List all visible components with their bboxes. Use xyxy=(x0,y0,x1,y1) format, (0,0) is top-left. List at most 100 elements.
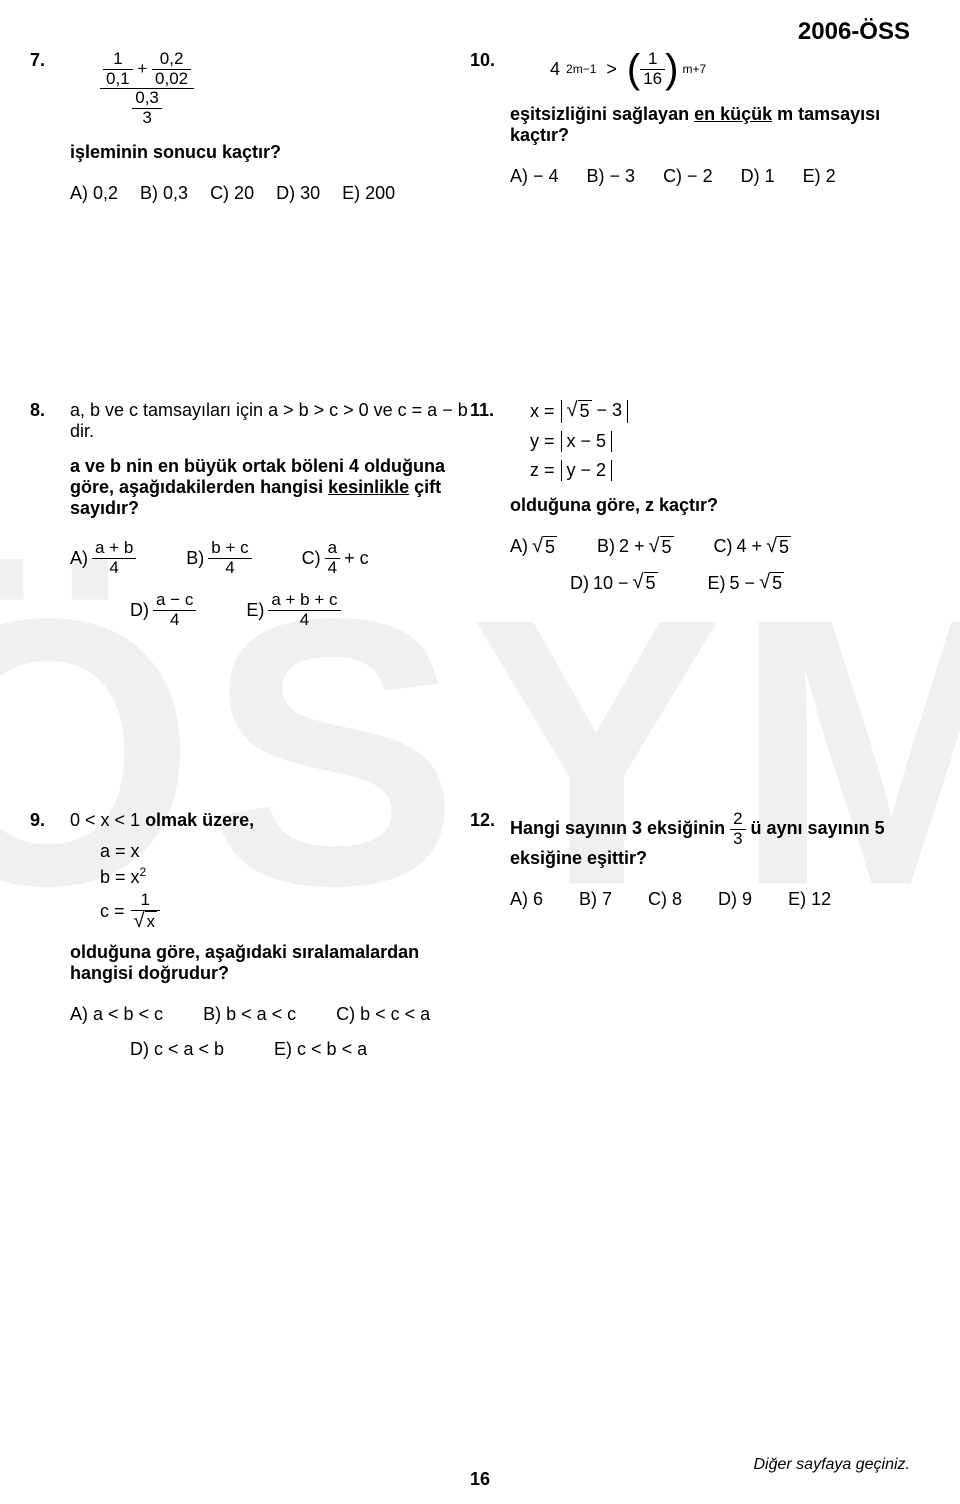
pre: 2 + xyxy=(619,536,645,557)
sqrt: 5 xyxy=(770,572,784,595)
q12-choice-a: A) 6 xyxy=(510,889,543,910)
q8-cond1: a > b > c > 0 xyxy=(268,400,369,420)
q8-choice-c: C) a4 + c xyxy=(302,539,369,577)
q7-den2: 0,02 xyxy=(152,70,191,89)
q11-eq1-lhs: x = xyxy=(530,401,555,422)
q10-base: 4 xyxy=(550,59,560,80)
question-9: 9. 0 < x < 1 olmak üzere, a = x b = x2 c… xyxy=(70,810,470,1060)
q11-choice-e: E) 5 − √5 xyxy=(708,572,785,595)
num: 2 xyxy=(730,810,745,830)
label: E) xyxy=(708,573,726,594)
q10-gt: > xyxy=(606,59,617,80)
q8-tail: dir. xyxy=(70,421,94,441)
q8-choice-b: B) b + c4 xyxy=(186,539,251,577)
q11-text: olduğuna göre, z kaçtır? xyxy=(510,495,910,516)
q7-choice-c: C) 20 xyxy=(210,183,254,204)
q9-text2: olduğuna göre, aşağıdaki sıralamalardan … xyxy=(70,942,470,984)
q7-den-num: 0,3 xyxy=(132,89,162,109)
question-number: 8. xyxy=(30,400,45,421)
q8-underline: kesinlikle xyxy=(328,477,409,497)
question-8: 8. a, b ve c tamsayıları için a > b > c … xyxy=(70,400,470,680)
q10-choice-a: A) − 4 xyxy=(510,166,559,187)
q9-choice-b: B) b < a < c xyxy=(203,1004,296,1025)
q9-eq3: c = xyxy=(100,901,125,922)
q10-choice-d: D) 1 xyxy=(741,166,775,187)
q11-eq2-lhs: y = xyxy=(530,431,555,452)
q7-choice-d: D) 30 xyxy=(276,183,320,204)
q10-exp: 2m−1 xyxy=(566,62,596,76)
num: 1 xyxy=(640,50,665,70)
den: 4 xyxy=(268,611,340,630)
q11-choice-a: A) √5 xyxy=(510,536,557,559)
q11-eq3-inner: y − 2 xyxy=(561,460,613,481)
label: B) xyxy=(186,548,204,569)
q9-eq1: a = x xyxy=(100,841,470,862)
q11-choice-d: D) 10 − √5 xyxy=(570,572,658,595)
num: b + c xyxy=(208,539,251,559)
question-number: 7. xyxy=(30,50,45,71)
question-number: 12. xyxy=(470,810,495,831)
num: a xyxy=(325,539,340,559)
q9-text: olmak üzere, xyxy=(140,810,254,830)
question-number: 11. xyxy=(470,400,494,421)
num: a + b xyxy=(92,539,136,559)
num: 1 xyxy=(131,891,160,911)
pre: 4 + xyxy=(737,536,763,557)
page-number: 16 xyxy=(470,1469,490,1490)
q8-choice-e: E) a + b + c4 xyxy=(246,591,340,629)
pre: 5 − xyxy=(730,573,756,594)
q11-choice-c: C) 4 + √5 xyxy=(714,536,792,559)
den: 4 xyxy=(153,611,196,630)
sqrt: 5 xyxy=(543,536,557,559)
question-number: 9. xyxy=(30,810,45,831)
q8-text: a, b ve c tamsayıları için xyxy=(70,400,268,420)
question-7: 7. 10,1 + 0,20,02 0,33 xyxy=(70,50,470,270)
q8-choice-d: D) a − c4 xyxy=(130,591,196,629)
q12-choice-e: E) 12 xyxy=(788,889,831,910)
question-11: 11. x = √5 − 3 y = x − 5 z = y xyxy=(510,400,910,680)
sqrt: 5 xyxy=(578,400,592,423)
den: 4 xyxy=(92,559,136,578)
label: C) xyxy=(714,536,733,557)
q10-exp2: m+7 xyxy=(682,62,706,76)
pre: 10 − xyxy=(593,573,629,594)
den: 4 xyxy=(325,559,340,578)
q7-plus: + xyxy=(137,59,147,78)
footer-text: Diğer sayfaya geçiniz. xyxy=(753,1456,910,1474)
question-number: 10. xyxy=(470,50,495,71)
den: x xyxy=(145,911,158,932)
q10-choice-c: C) − 2 xyxy=(663,166,713,187)
question-12: 12. Hangi sayının 3 eksiğinin 23 ü aynı … xyxy=(510,810,910,910)
label: D) xyxy=(130,600,149,621)
q7-den-den: 3 xyxy=(132,109,162,128)
q7-choice-a: A) 0,2 xyxy=(70,183,118,204)
q9-choice-a: A) a < b < c xyxy=(70,1004,163,1025)
label: D) xyxy=(570,573,589,594)
label: B) xyxy=(597,536,615,557)
q11-eq2-inner: x − 5 xyxy=(561,431,613,452)
q10-underline: en küçük xyxy=(694,104,772,124)
q10-choice-e: E) 2 xyxy=(803,166,836,187)
sqrt: 5 xyxy=(777,536,791,559)
q7-num: 1 xyxy=(103,50,133,70)
post: − 3 xyxy=(592,400,623,420)
sqrt: 5 xyxy=(644,572,658,595)
q8-choice-a: A) a + b4 xyxy=(70,539,136,577)
q8-and: ve xyxy=(369,400,398,420)
q11-choice-b: B) 2 + √5 xyxy=(597,536,674,559)
q12-choice-c: C) 8 xyxy=(648,889,682,910)
q11-eq3-lhs: z = xyxy=(530,460,555,481)
q9-eq2-exp: 2 xyxy=(140,865,147,879)
q9-cond: 0 < x < 1 xyxy=(70,810,140,830)
q7-choice-b: B) 0,3 xyxy=(140,183,188,204)
q10-choice-b: B) − 3 xyxy=(587,166,636,187)
q7-num2: 0,2 xyxy=(152,50,191,70)
den: 3 xyxy=(730,830,745,849)
q7-choice-e: E) 200 xyxy=(342,183,395,204)
q9-choice-d: D) c < a < b xyxy=(130,1039,224,1060)
q9-choice-c: C) b < c < a xyxy=(336,1004,430,1025)
q12-choice-d: D) 9 xyxy=(718,889,752,910)
den: 16 xyxy=(640,70,665,89)
label: C) xyxy=(302,548,321,569)
label: A) xyxy=(510,536,528,557)
